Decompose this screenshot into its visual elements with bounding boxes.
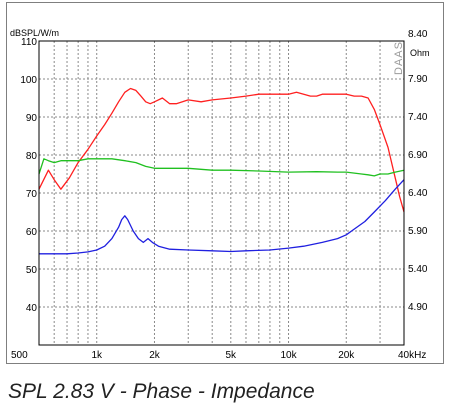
- right-y-tick-label: 8.40: [408, 29, 428, 40]
- right-y-tick-label: 5.90: [408, 226, 428, 237]
- x-tick-label: 5k: [226, 350, 238, 361]
- left-y-tick-label: 80: [26, 151, 38, 162]
- left-y-tick-label: 70: [26, 189, 38, 200]
- right-y-tick-label: 7.90: [408, 74, 428, 85]
- right-axis-unit: Ohm: [410, 48, 430, 58]
- x-tick-label: 20k: [338, 350, 355, 361]
- right-y-tick-label: 6.90: [408, 150, 428, 161]
- left-axis-unit: dBSPL/W/m: [10, 28, 59, 38]
- phase-curve: [38, 158, 405, 177]
- x-tick-label: 2k: [149, 350, 161, 361]
- right-y-tick-label: 5.40: [408, 264, 428, 275]
- x-tick-label: 10k: [280, 350, 297, 361]
- left-y-tick-label: 40: [26, 303, 38, 314]
- spl-curve: [38, 87, 405, 213]
- right-y-tick-label: 6.40: [408, 188, 428, 199]
- spl-phase-impedance-chart: dBSPL/W/m Ohm DAAS 40 50 60 70 80 90 100 110 4.9…: [10, 28, 430, 361]
- x-tick-label: 500: [11, 350, 28, 361]
- right-y-tick-label: 4.90: [408, 302, 428, 313]
- left-y-tick-label: 50: [26, 265, 38, 276]
- chart-caption: SPL 2.83 V - Phase - Impedance: [8, 380, 315, 403]
- left-y-tick-label: 90: [26, 113, 38, 124]
- impedance-curve: [39, 179, 405, 255]
- left-y-tick-label: 60: [26, 227, 38, 238]
- chart-frame: dBSPL/W/m Ohm DAAS 40 50 60 70 80 90 100 110 4.9…: [6, 2, 444, 364]
- plot-border: [38, 40, 405, 346]
- left-y-tick-label: 110: [21, 37, 37, 48]
- right-y-tick-label: 7.40: [408, 112, 428, 123]
- daas-watermark: DAAS: [393, 41, 405, 75]
- x-tick-label: 40kHz: [398, 350, 426, 361]
- left-y-tick-label: 100: [20, 75, 37, 86]
- x-tick-label: 1k: [91, 350, 103, 361]
